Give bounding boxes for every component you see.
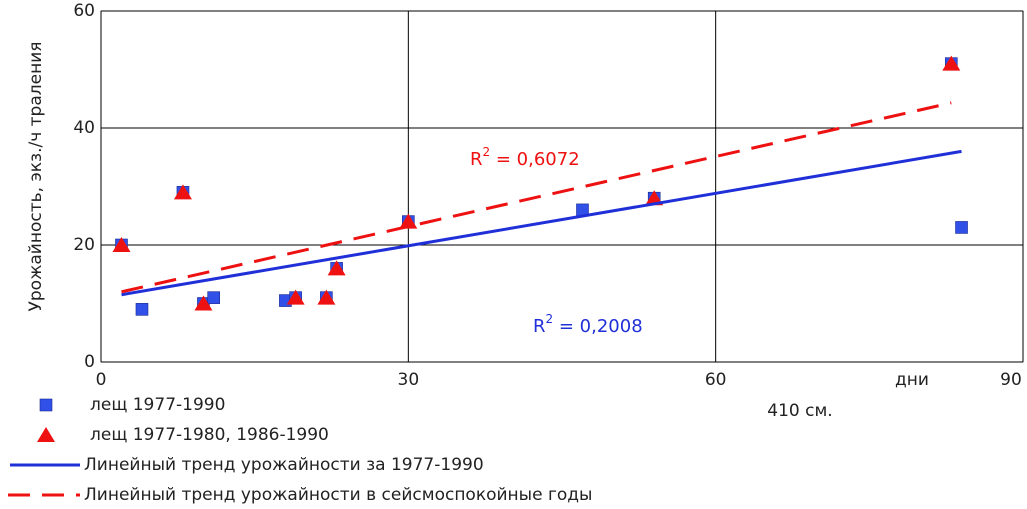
trend-line: [121, 101, 952, 294]
x-tick-label: 0: [96, 370, 107, 390]
point: [399, 213, 418, 229]
point: [173, 184, 192, 200]
annotation-base: R: [470, 149, 483, 170]
x-tick-label: 30: [398, 370, 420, 390]
annotation-base: R: [533, 316, 546, 337]
plot-frame: [100, 10, 1024, 363]
y-tick-label: 60: [73, 1, 95, 21]
point: [317, 289, 336, 305]
y-tick-label: 40: [73, 118, 95, 138]
legend-marker: [39, 398, 53, 412]
point: [207, 291, 220, 304]
legend-label: Линейный тренд урожайности в сейсмоспоко…: [84, 485, 592, 505]
point: [286, 289, 305, 305]
point: [135, 303, 149, 316]
y-axis-label: Урожайность, экз./ч траления: [26, 42, 46, 312]
x-tick-label: 90: [1000, 370, 1022, 390]
annotation: R2 = 0,2008: [533, 312, 643, 338]
legend-label: лещ 1977-1980, 1986-1990: [90, 425, 329, 445]
point: [327, 260, 346, 276]
annotation: R2 = 0,6072: [470, 145, 580, 171]
point: [955, 221, 968, 234]
annotation-rest: = 0,2008: [553, 316, 643, 337]
x-axis-label: дни: [895, 370, 929, 390]
y-tick-label: 20: [73, 235, 95, 255]
point: [645, 190, 664, 206]
annotation-rest: = 0,6072: [490, 149, 580, 170]
annotation-sup: 2: [483, 145, 491, 159]
x-axis-note: 410 см.: [767, 401, 832, 421]
trend-line: [121, 149, 962, 297]
point: [194, 295, 213, 311]
legend-label: лещ 1977-1990: [90, 395, 225, 415]
point: [112, 237, 131, 252]
x-tick-label: 60: [705, 370, 727, 390]
legend-marker: [37, 427, 55, 442]
annotation-sup: 2: [546, 312, 554, 326]
point: [942, 55, 961, 71]
legend-label: Линейный тренд урожайности за 1977-1990: [84, 455, 484, 475]
y-tick-label: 0: [84, 352, 95, 372]
